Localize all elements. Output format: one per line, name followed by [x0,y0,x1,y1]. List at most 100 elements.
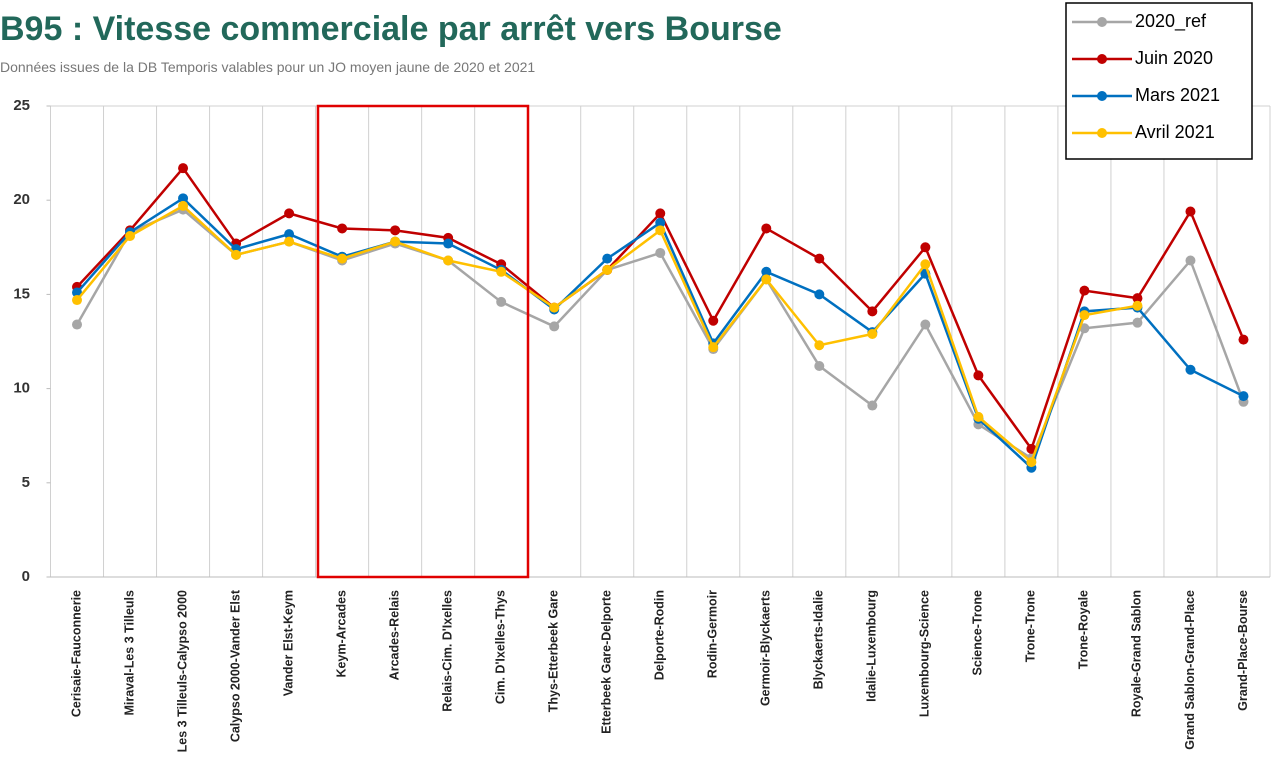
legend-item: Avril 2021 [1072,122,1215,142]
data-point [1185,255,1196,266]
data-point [284,208,295,219]
data-point [920,259,931,270]
data-point [655,247,666,258]
data-point [390,225,401,236]
x-tick-label: Grand Sablon-Grand-Place [1183,590,1197,750]
series-line [76,196,1245,470]
data-point [1238,391,1249,402]
legend-item: 2020_ref [1072,11,1207,32]
x-tick-label: Les 3 Tilleuls-Calypso 2000 [175,590,189,752]
x-tick-label: Relais-Cim. D'Ixelles [440,590,454,712]
legend-marker [1097,128,1107,138]
data-point [867,400,878,411]
data-point [867,328,878,339]
data-point [1132,293,1143,304]
highlight-box [316,104,530,579]
data-point [390,236,401,247]
y-tick-label: 10 [13,380,30,397]
data-point [1132,300,1143,311]
x-tick-label: Germoir-Blyckaerts [759,590,773,706]
x-tick-label: Etterbeek Gare-Delporte [600,590,614,734]
x-tick-label: Science-Trone [971,590,985,675]
data-point [708,342,719,353]
x-tick-label: Arcades-Relais [387,590,401,680]
legend-marker [1097,91,1107,101]
data-point [337,253,348,264]
data-point [655,208,666,219]
chart-subtitle: Données issues de la DB Temporis valable… [0,59,535,75]
data-point [1132,317,1143,328]
x-tick-label: Idalie-Luxembourg [865,590,879,702]
data-point [125,230,136,241]
x-tick-label: Vander Elst-Keym [281,590,295,696]
x-tick-label: Luxembourg-Science [918,590,932,717]
data-point [337,223,348,234]
legend-marker [1097,54,1107,64]
legend-item: Juin 2020 [1072,48,1213,68]
data-point [549,302,560,313]
data-point [72,295,83,306]
data-point [231,249,242,260]
data-point [920,319,931,330]
legend-label: Mars 2021 [1135,85,1220,105]
x-tick-label: Keym-Arcades [334,590,348,678]
data-point [1079,310,1090,321]
data-point [72,319,83,330]
y-tick-label: 0 [22,568,30,585]
data-point [496,266,507,277]
y-tick-label: 20 [13,191,30,208]
data-point [602,253,613,264]
legend-marker [1097,17,1107,27]
chart-title: B95 : Vitesse commerciale par arrêt vers… [0,10,782,48]
series-line [75,208,1245,461]
legend-label: Juin 2020 [1135,48,1213,68]
x-tick-label: Trone-Trone [1024,590,1038,662]
x-tick-label: Blyckaerts-Idalie [812,590,826,689]
x-tick-label: Cerisaie-Fauconnerie [69,590,83,717]
data-point [549,321,560,332]
x-tick-label: Cim. D'Ixelles-Thys [493,590,507,704]
x-tick-label: Calypso 2000-Vander Elst [228,589,242,742]
data-point [814,253,825,264]
x-tick-label: Trone-Royale [1077,590,1091,669]
data-point [708,315,719,326]
data-point [655,225,666,236]
x-tick-label: Royale-Grand Sablon [1130,590,1144,717]
data-point [178,200,189,211]
data-point [814,360,825,371]
data-point [973,370,984,381]
data-point [602,264,613,275]
data-point [178,163,189,174]
data-point [284,236,295,247]
data-point [655,217,666,228]
x-tick-label: Delporte-Rodin [653,590,667,680]
data-point [443,238,454,249]
data-point [973,411,984,422]
y-tick-label: 5 [22,474,30,491]
data-point [178,193,189,204]
data-point [1185,364,1196,375]
data-point [1026,443,1037,454]
data-point [814,289,825,300]
y-tick-label: 25 [13,97,30,114]
data-point [443,255,454,266]
x-tick-label: Miraval-Les 3 Tilleuls [122,590,136,716]
x-tick-label: Thys-Etterbeek Gare [547,590,561,712]
data-point [867,306,878,317]
data-point [1079,323,1090,334]
data-point [761,223,772,234]
data-point [920,242,931,253]
x-tick-label: Rodin-Germoir [706,590,720,678]
data-point [72,287,83,298]
data-point [496,296,507,307]
legend-label: Avril 2021 [1135,122,1215,142]
legend-item: Mars 2021 [1072,85,1220,105]
x-tick-label: Grand-Place-Bourse [1236,590,1250,711]
y-tick-label: 15 [13,285,30,302]
data-point [761,266,772,277]
legend-label: 2020_ref [1135,11,1207,32]
data-point [761,274,772,285]
data-point [1238,334,1249,345]
data-point [814,340,825,351]
